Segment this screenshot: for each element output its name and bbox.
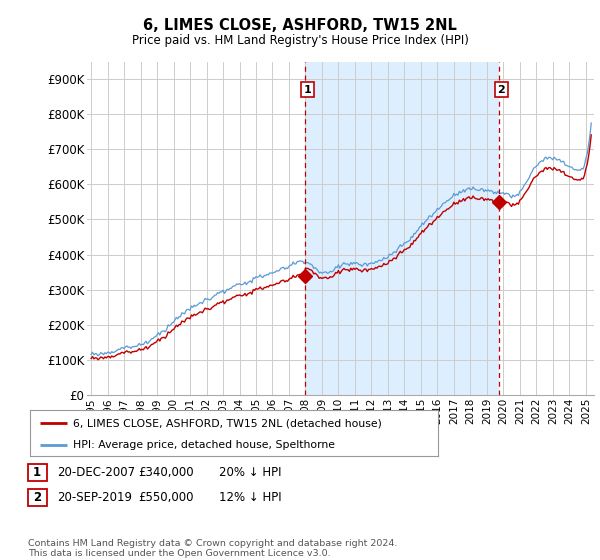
Text: 2: 2: [497, 85, 505, 95]
Text: Contains HM Land Registry data © Crown copyright and database right 2024.
This d: Contains HM Land Registry data © Crown c…: [28, 539, 398, 558]
Text: 1: 1: [33, 466, 41, 479]
Text: 2: 2: [33, 491, 41, 505]
Bar: [305, 62, 499, 395]
Text: £550,000: £550,000: [138, 491, 193, 505]
Text: 1: 1: [304, 85, 311, 95]
Text: HPI: Average price, detached house, Spelthorne: HPI: Average price, detached house, Spel…: [73, 440, 335, 450]
Text: Price paid vs. HM Land Registry's House Price Index (HPI): Price paid vs. HM Land Registry's House …: [131, 34, 469, 47]
Text: 6, LIMES CLOSE, ASHFORD, TW15 2NL (detached house): 6, LIMES CLOSE, ASHFORD, TW15 2NL (detac…: [73, 418, 382, 428]
Text: 20-DEC-2007: 20-DEC-2007: [57, 466, 135, 479]
Text: 12% ↓ HPI: 12% ↓ HPI: [219, 491, 281, 505]
Text: 6, LIMES CLOSE, ASHFORD, TW15 2NL: 6, LIMES CLOSE, ASHFORD, TW15 2NL: [143, 18, 457, 32]
Text: 20-SEP-2019: 20-SEP-2019: [57, 491, 132, 505]
Text: 20% ↓ HPI: 20% ↓ HPI: [219, 466, 281, 479]
Text: £340,000: £340,000: [138, 466, 194, 479]
